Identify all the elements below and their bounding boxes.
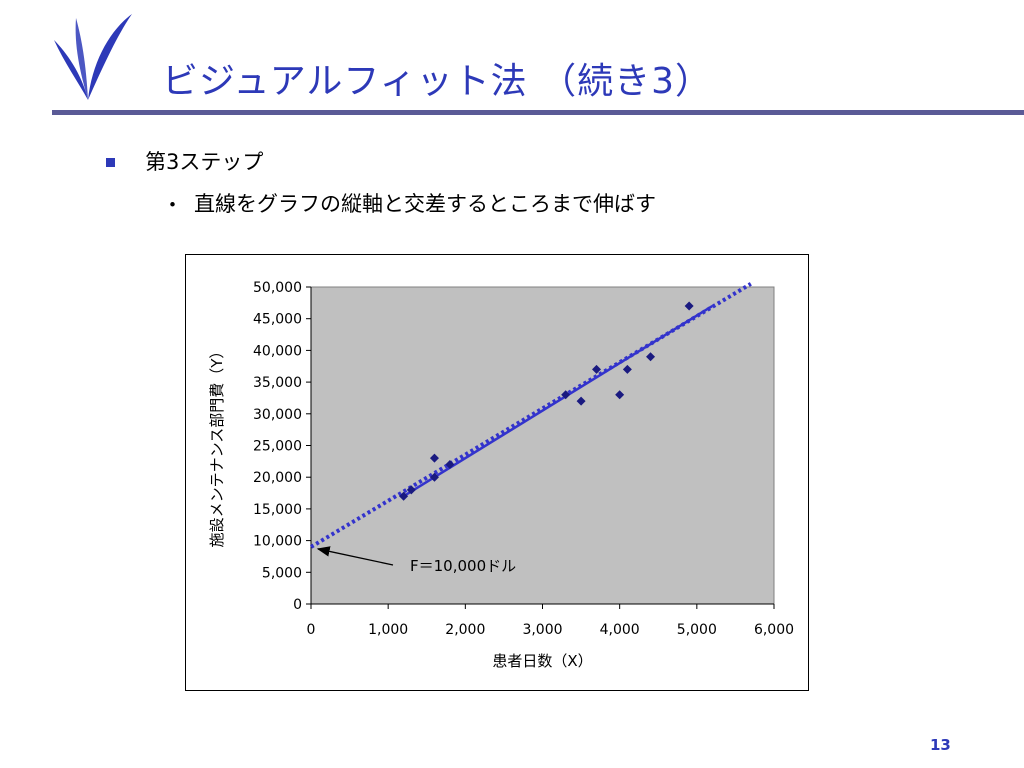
data-point — [615, 390, 625, 400]
data-point — [576, 396, 586, 406]
y-tick-label: 0 — [293, 597, 302, 613]
data-points — [399, 301, 694, 501]
bullet-level2-text: 直線をグラフの縦軸と交差するところまで伸ばす — [194, 192, 656, 216]
v-leaf-logo-icon — [54, 14, 132, 100]
data-point — [399, 491, 409, 501]
scatter-chart: 0 5,000 10,000 15,000 20,000 25,000 30,000 35,0… — [208, 280, 794, 670]
x-tick-label: 0 — [307, 622, 316, 638]
y-tick-label: 35,000 — [253, 375, 302, 391]
x-tick-label: 2,000 — [445, 622, 485, 638]
logo-mid-leaf — [75, 18, 88, 100]
data-point — [622, 364, 632, 374]
x-tick-label: 6,000 — [754, 622, 794, 638]
data-point — [561, 390, 571, 400]
y-tick-label: 25,000 — [253, 439, 302, 455]
x-tick-label: 5,000 — [677, 622, 717, 638]
annotation-label: F＝10,000ドル — [410, 557, 516, 575]
data-point — [592, 364, 602, 374]
bullet-level1-text: 第3ステップ — [145, 150, 264, 174]
logo-left-leaf — [54, 40, 88, 100]
y-tick-label: 15,000 — [253, 502, 302, 518]
y-tick-label: 40,000 — [253, 343, 302, 359]
x-tick-label: 1,000 — [368, 622, 408, 638]
plot-area — [310, 286, 775, 605]
data-point — [406, 485, 416, 495]
logo-right-leaf — [88, 14, 132, 100]
chart-frame: 0 5,000 10,000 15,000 20,000 25,000 30,000 35,0… — [185, 254, 809, 691]
y-tick-label: 5,000 — [262, 565, 302, 581]
data-point — [445, 460, 455, 470]
y-tick-label: 45,000 — [253, 312, 302, 328]
x-tick-label: 3,000 — [522, 622, 562, 638]
y-tick-label: 20,000 — [253, 470, 302, 486]
arrow-icon — [316, 546, 394, 566]
sub-bullet-marker: ・ — [162, 193, 183, 217]
x-axis-ticks: 0 1,000 2,000 3,000 4,000 5,000 6,000 — [307, 604, 794, 638]
data-point — [429, 472, 439, 482]
x-axis-label: 患者日数（X） — [492, 652, 592, 670]
x-tick-label: 4,000 — [600, 622, 640, 638]
y-tick-label: 30,000 — [253, 407, 302, 423]
data-point — [429, 453, 439, 463]
y-axis-label: 施設メンテナンス部門費（Y） — [208, 344, 226, 548]
data-point — [646, 352, 656, 362]
fit-line — [402, 304, 713, 498]
title-divider — [52, 110, 1024, 115]
y-tick-label: 50,000 — [253, 280, 302, 296]
y-axis-ticks: 0 5,000 10,000 15,000 20,000 25,000 30,000 35,0… — [253, 280, 311, 613]
y-tick-label: 10,000 — [253, 534, 302, 550]
data-point — [684, 301, 694, 311]
square-bullet-icon — [106, 158, 115, 167]
page-number: 13 — [930, 736, 951, 754]
slide-title: ビジュアルフィット法 （続き3） — [162, 61, 713, 102]
